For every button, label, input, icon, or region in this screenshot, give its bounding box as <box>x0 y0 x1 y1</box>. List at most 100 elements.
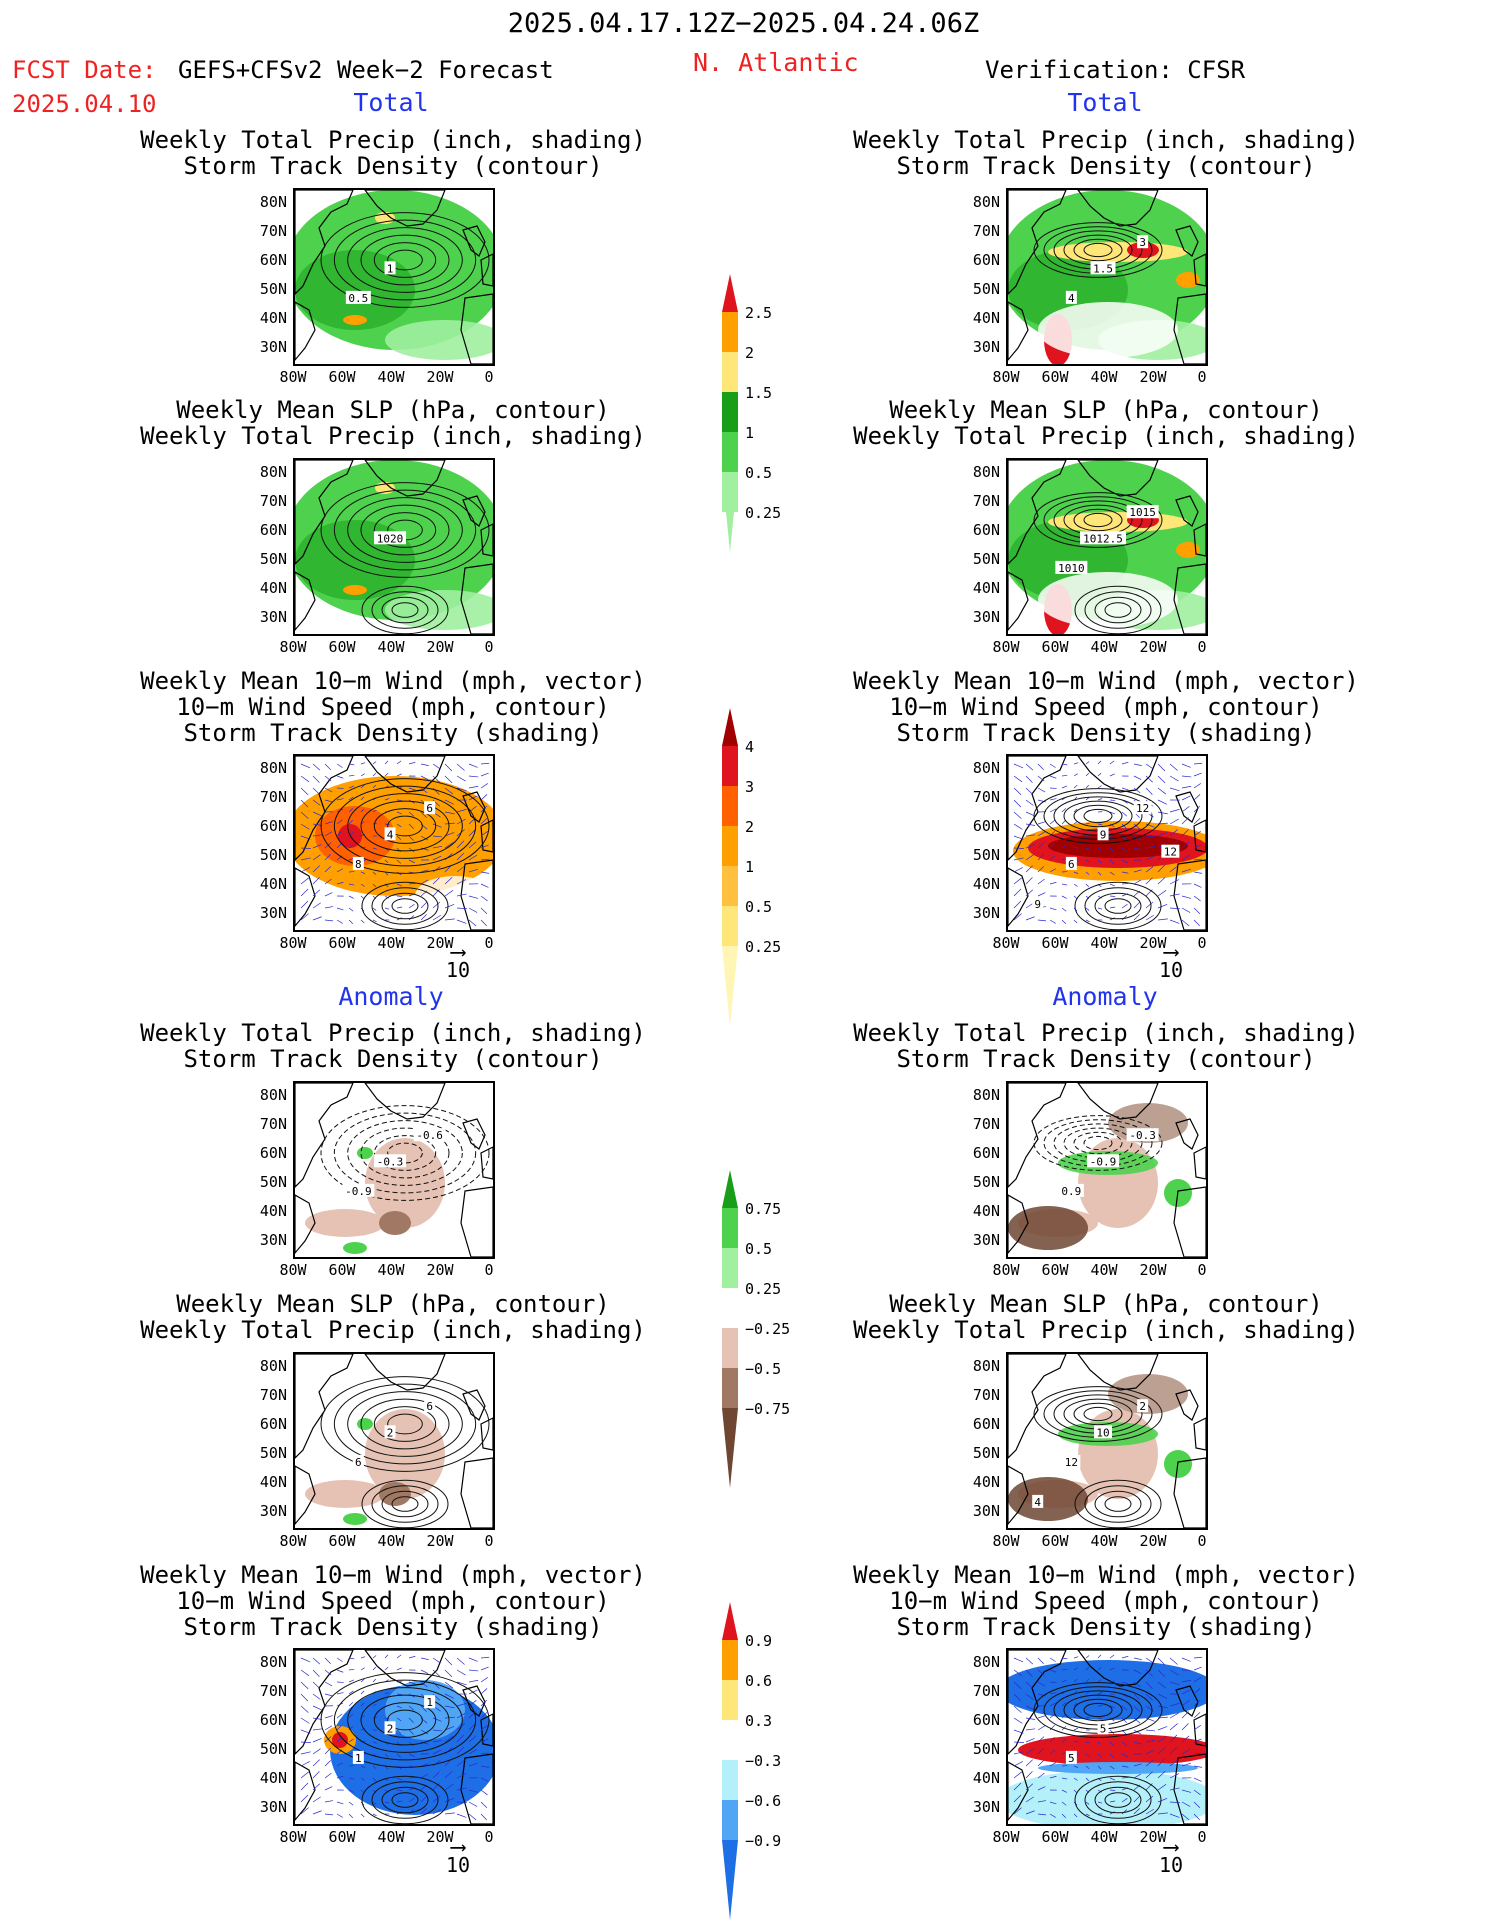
lat-tick-label: 40N <box>243 309 287 327</box>
contour-label: 9 <box>1034 898 1041 911</box>
lat-tick-label: 30N <box>243 904 287 922</box>
lat-tick-label: 70N <box>956 1115 1000 1133</box>
contour-label: 10 <box>1096 1426 1109 1439</box>
lat-tick-label: 50N <box>243 1444 287 1462</box>
lat-tick-label: 50N <box>956 1173 1000 1191</box>
contour-label: 6 <box>426 802 433 815</box>
verification-total-wind-track-title-line-2: 10−m Wind Speed (mph, contour) <box>836 694 1376 720</box>
lat-tick-label: 30N <box>243 1502 287 1520</box>
lat-tick-label: 30N <box>243 1798 287 1816</box>
section-anomaly-verification: Anomaly <box>1005 982 1205 1011</box>
lon-tick-label: 20W <box>1128 368 1178 386</box>
contour-label: -0.9 <box>345 1185 372 1198</box>
verification-label: Verification: CFSR <box>985 56 1245 84</box>
lon-tick-label: 40W <box>366 638 416 656</box>
lat-tick-label: 30N <box>956 608 1000 626</box>
contour-label: 1015 <box>1129 506 1156 519</box>
lat-tick-label: 60N <box>243 1711 287 1729</box>
lon-tick-label: 40W <box>1079 638 1129 656</box>
lat-tick-label: 40N <box>956 309 1000 327</box>
colorbar-precip-total-label: 0.5 <box>745 464 772 482</box>
contour-label: 0.5 <box>348 292 368 305</box>
lon-tick-label: 60W <box>1030 638 1080 656</box>
colorbar-track-density-total-label: 0.5 <box>745 898 772 916</box>
lon-tick-label: 20W <box>415 1261 465 1279</box>
lat-tick-label: 60N <box>956 521 1000 539</box>
lat-tick-label: 50N <box>243 846 287 864</box>
lat-tick-label: 60N <box>243 521 287 539</box>
verification-anom-precip-track-title-line-1: Weekly Total Precip (inch, shading) <box>836 1020 1376 1046</box>
forecast-total-slp-precip-title-line-2: Weekly Total Precip (inch, shading) <box>123 423 663 449</box>
contour-label: 1 <box>387 262 394 275</box>
colorbar-precip-total-label: 2.5 <box>745 304 772 322</box>
verification-anom-slp-precip-title-line-1: Weekly Mean SLP (hPa, contour) <box>836 1291 1376 1317</box>
forecast-total-wind-track-title-line-3: Storm Track Density (shading) <box>123 720 663 746</box>
lon-tick-label: 0 <box>464 1261 514 1279</box>
lon-tick-label: 20W <box>415 1532 465 1550</box>
verification-total-slp-precip-title-line-2: Weekly Total Precip (inch, shading) <box>836 423 1376 449</box>
lat-tick-label: 60N <box>956 1144 1000 1162</box>
lat-tick-label: 70N <box>956 222 1000 240</box>
lon-tick-label: 60W <box>1030 934 1080 952</box>
lat-tick-label: 70N <box>243 492 287 510</box>
region-label: N. Atlantic <box>693 48 859 77</box>
colorbar-track-density-total-label: 1 <box>745 858 754 876</box>
lat-tick-label: 70N <box>956 788 1000 806</box>
contour-label: -0.3 <box>1129 1129 1156 1142</box>
contour-label: 1.5 <box>1093 262 1113 275</box>
forecast-anom-precip-track-map: -0.3-0.9-0.6 <box>293 1081 495 1259</box>
vector-reference-value: 10 <box>433 1853 483 1877</box>
contour-label: 3 <box>1139 236 1146 249</box>
lon-tick-label: 60W <box>317 1532 367 1550</box>
lat-tick-label: 40N <box>243 1202 287 1220</box>
lon-tick-label: 20W <box>1128 638 1178 656</box>
colorbar-track-density-total-label: 4 <box>745 738 754 756</box>
colorbar-track-density-total-label: 0.25 <box>745 938 781 956</box>
colorbar-track-density-anomaly-label: 0.9 <box>745 1632 772 1650</box>
forecast-anom-slp-precip-title-line-1: Weekly Mean SLP (hPa, contour) <box>123 1291 663 1317</box>
lat-tick-label: 30N <box>243 608 287 626</box>
forecast-total-wind-track-title-line-2: 10−m Wind Speed (mph, contour) <box>123 694 663 720</box>
lon-tick-label: 60W <box>317 934 367 952</box>
lon-tick-label: 40W <box>1079 934 1129 952</box>
lon-tick-label: 20W <box>1128 1261 1178 1279</box>
forecast-anom-wind-track-title-line-2: 10−m Wind Speed (mph, contour) <box>123 1588 663 1614</box>
lat-tick-label: 60N <box>956 1415 1000 1433</box>
lon-tick-label: 0 <box>1177 1532 1227 1550</box>
lat-tick-label: 80N <box>956 1357 1000 1375</box>
colorbar-track-density-anomaly-label: −0.3 <box>745 1752 781 1770</box>
lon-tick-label: 80W <box>268 368 318 386</box>
colorbar-track-density-anomaly-label: −0.9 <box>745 1832 781 1850</box>
colorbar-precip-total-label: 0.25 <box>745 504 781 522</box>
lon-tick-label: 40W <box>1079 368 1129 386</box>
lat-tick-label: 80N <box>243 759 287 777</box>
forecast-total-slp-precip-map: 1020 <box>293 458 495 636</box>
lat-tick-label: 40N <box>243 1473 287 1491</box>
lat-tick-label: 50N <box>243 1740 287 1758</box>
contour-label: 9 <box>1100 828 1107 841</box>
colorbar-precip-anomaly-label: 0.75 <box>745 1200 781 1218</box>
lat-tick-label: 40N <box>956 1202 1000 1220</box>
colorbar-precip-total-label: 2 <box>745 344 754 362</box>
lat-tick-label: 50N <box>243 280 287 298</box>
forecast-anom-slp-precip-title-line-2: Weekly Total Precip (inch, shading) <box>123 1317 663 1343</box>
verification-total-wind-track-title-line-1: Weekly Mean 10−m Wind (mph, vector) <box>836 668 1376 694</box>
lon-tick-label: 80W <box>268 1261 318 1279</box>
lat-tick-label: 70N <box>243 1115 287 1133</box>
lon-tick-label: 40W <box>366 1532 416 1550</box>
contour-label: 4 <box>1034 1496 1041 1509</box>
lon-tick-label: 40W <box>366 1828 416 1846</box>
lon-tick-label: 20W <box>415 368 465 386</box>
lon-tick-label: 80W <box>981 368 1031 386</box>
lon-tick-label: 0 <box>1177 368 1227 386</box>
colorbar-precip-total-label: 1.5 <box>745 384 772 402</box>
lat-tick-label: 60N <box>956 251 1000 269</box>
contour-label: -0.3 <box>377 1155 404 1168</box>
lon-tick-label: 80W <box>268 638 318 656</box>
lat-tick-label: 40N <box>956 1769 1000 1787</box>
lon-tick-label: 20W <box>415 638 465 656</box>
